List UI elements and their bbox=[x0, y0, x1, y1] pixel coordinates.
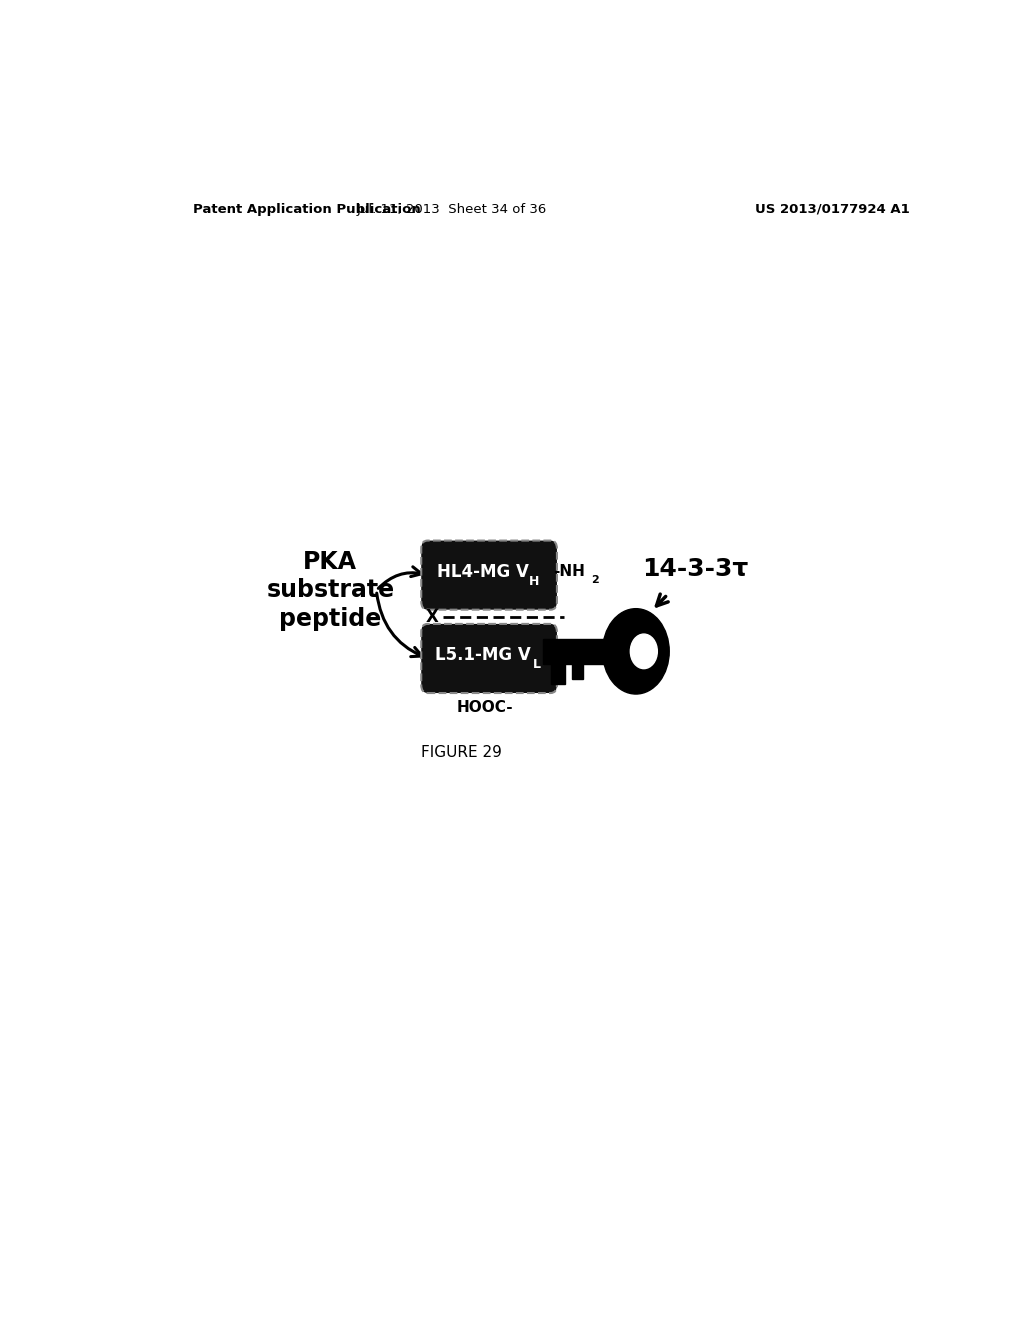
Text: X: X bbox=[426, 607, 438, 626]
FancyBboxPatch shape bbox=[421, 624, 557, 693]
Text: Patent Application Publication: Patent Application Publication bbox=[194, 202, 421, 215]
Text: L5.1-MG V: L5.1-MG V bbox=[435, 647, 530, 664]
Bar bbox=[551, 664, 565, 684]
Bar bbox=[543, 639, 606, 664]
Text: HL4-MG V: HL4-MG V bbox=[437, 564, 528, 581]
FancyBboxPatch shape bbox=[421, 541, 557, 610]
Text: Jul. 11, 2013  Sheet 34 of 36: Jul. 11, 2013 Sheet 34 of 36 bbox=[356, 202, 547, 215]
Text: 2: 2 bbox=[591, 576, 599, 585]
Circle shape bbox=[602, 609, 670, 694]
Text: H: H bbox=[529, 574, 540, 587]
Bar bbox=[571, 664, 583, 678]
Text: PKA
substrate
peptide: PKA substrate peptide bbox=[266, 549, 394, 631]
Text: FIGURE 29: FIGURE 29 bbox=[421, 746, 502, 760]
Text: -NH: -NH bbox=[553, 564, 585, 578]
Text: 14-3-3τ: 14-3-3τ bbox=[642, 557, 749, 581]
Text: L: L bbox=[532, 659, 541, 671]
Circle shape bbox=[631, 634, 657, 669]
Text: HOOC-: HOOC- bbox=[457, 700, 513, 714]
Text: US 2013/0177924 A1: US 2013/0177924 A1 bbox=[755, 202, 909, 215]
